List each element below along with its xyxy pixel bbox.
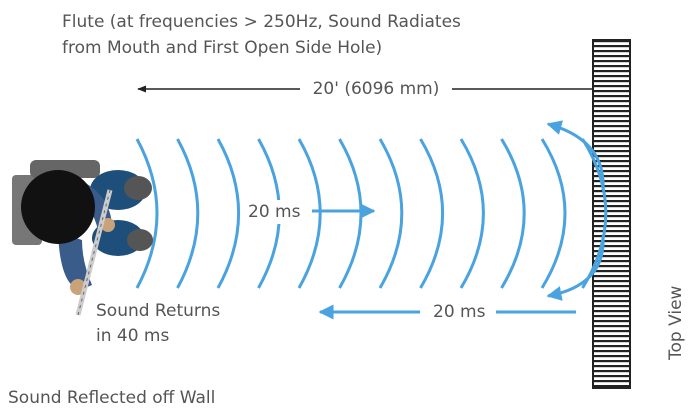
dimension-label: 20' (6096 mm) xyxy=(313,79,440,99)
wall xyxy=(593,40,630,388)
wave-front xyxy=(218,139,239,288)
wave-front xyxy=(340,139,362,288)
caption: Sound Reflected off Wall xyxy=(8,388,215,408)
outgoing-label: 20 ms xyxy=(248,202,301,222)
wave-front xyxy=(178,139,198,288)
wave-front xyxy=(542,139,565,288)
flutist xyxy=(12,160,153,315)
wave-front xyxy=(421,139,443,288)
returns-note: in 40 ms xyxy=(96,326,169,346)
wave-front xyxy=(502,139,525,288)
returning-label: 20 ms xyxy=(433,302,486,322)
title-line: Flute (at frequencies > 250Hz, Sound Rad… xyxy=(62,12,461,32)
title-line: from Mouth and First Open Side Hole) xyxy=(62,38,382,58)
diagram: Flute (at frequencies > 250Hz, Sound Rad… xyxy=(0,0,697,409)
wave-front xyxy=(137,139,157,288)
returns-note: Sound Returns xyxy=(96,301,220,321)
view-label: Top View xyxy=(666,285,686,361)
sound-waves xyxy=(137,139,606,288)
wave-front xyxy=(461,139,483,288)
wave-front xyxy=(380,139,402,288)
